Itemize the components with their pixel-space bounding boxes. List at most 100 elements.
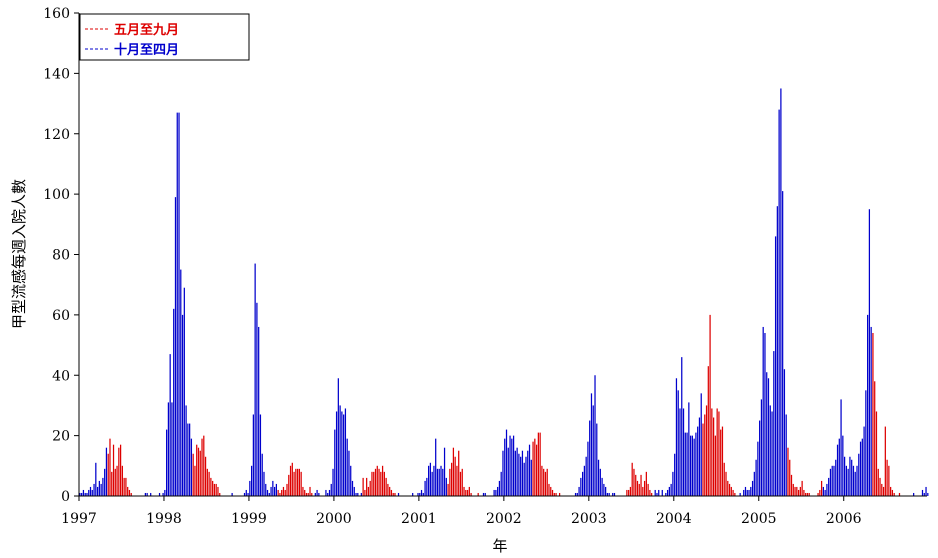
- bar-oct-to-apr: [748, 489, 750, 496]
- bar-may-to-sep: [787, 447, 789, 496]
- bar-may-to-sep: [541, 465, 543, 496]
- bar-oct-to-apr: [774, 236, 777, 496]
- bar-oct-to-apr: [443, 447, 446, 496]
- bar-may-to-sep: [125, 477, 127, 496]
- bar-oct-to-apr: [921, 489, 924, 496]
- bar-oct-to-apr: [574, 492, 577, 496]
- bar-may-to-sep: [734, 492, 736, 496]
- bar-oct-to-apr: [436, 468, 439, 496]
- bar-may-to-sep: [311, 492, 313, 496]
- bar-oct-to-apr: [318, 492, 320, 496]
- bar-may-to-sep: [730, 486, 732, 496]
- bar-oct-to-apr: [258, 326, 260, 496]
- bar-may-to-sep: [277, 489, 279, 496]
- legend-box: [79, 13, 250, 61]
- bar-oct-to-apr: [751, 480, 754, 496]
- bar-oct-to-apr: [265, 483, 267, 496]
- bar-oct-to-apr: [867, 314, 869, 497]
- bar-may-to-sep: [289, 465, 292, 496]
- bar-oct-to-apr: [316, 489, 318, 496]
- bar-may-to-sep: [213, 483, 216, 496]
- bar-oct-to-apr: [757, 441, 759, 496]
- bar-oct-to-apr: [511, 438, 513, 496]
- bar-may-to-sep: [881, 483, 883, 496]
- y-tick-label: 80: [52, 248, 70, 264]
- bar-oct-to-apr: [102, 477, 104, 496]
- bar-may-to-sep: [463, 486, 465, 496]
- bar-may-to-sep: [212, 480, 214, 496]
- bar-may-to-sep: [888, 465, 890, 496]
- bar-may-to-sep: [550, 486, 552, 496]
- bar-may-to-sep: [111, 471, 113, 496]
- bar-oct-to-apr: [429, 462, 432, 496]
- bar-may-to-sep: [304, 489, 306, 496]
- bar-oct-to-apr: [785, 414, 787, 496]
- bar-oct-to-apr: [484, 492, 486, 496]
- bar-oct-to-apr: [744, 486, 747, 496]
- bar-oct-to-apr: [259, 414, 262, 496]
- bar-oct-to-apr: [348, 450, 350, 496]
- bar-may-to-sep: [893, 492, 895, 496]
- legend: 五月至九月 十月至四月: [79, 13, 250, 61]
- bar-may-to-sep: [716, 408, 718, 496]
- bar-may-to-sep: [707, 366, 709, 496]
- bar-may-to-sep: [790, 474, 793, 496]
- bar-may-to-sep: [451, 462, 453, 496]
- bar-may-to-sep: [718, 411, 720, 496]
- bar-may-to-sep: [633, 468, 635, 496]
- bar-may-to-sep: [720, 429, 722, 496]
- bar-oct-to-apr: [852, 465, 855, 496]
- bar-oct-to-apr: [590, 393, 593, 496]
- bar-oct-to-apr: [578, 486, 580, 496]
- bar-may-to-sep: [295, 468, 297, 496]
- bar-may-to-sep: [879, 477, 881, 496]
- bar-may-to-sep: [208, 471, 210, 496]
- bar-oct-to-apr: [826, 483, 828, 496]
- bar-may-to-sep: [548, 483, 550, 496]
- bar-may-to-sep: [643, 480, 646, 496]
- bar-oct-to-apr: [845, 465, 848, 496]
- bar-oct-to-apr: [495, 489, 497, 496]
- x-tick-label: 2000: [316, 511, 352, 527]
- bar-may-to-sep: [366, 477, 368, 496]
- bar-oct-to-apr: [594, 375, 596, 496]
- bar-oct-to-apr: [759, 420, 761, 496]
- bar-oct-to-apr: [426, 477, 428, 496]
- bar-oct-to-apr: [353, 486, 355, 496]
- x-tick-label: 2004: [656, 511, 692, 527]
- bar-oct-to-apr: [180, 269, 182, 496]
- bar-oct-to-apr: [527, 450, 529, 496]
- bar-oct-to-apr: [927, 492, 929, 496]
- bar-oct-to-apr: [762, 326, 764, 496]
- bar-oct-to-apr: [665, 492, 667, 496]
- bar-may-to-sep: [367, 486, 370, 496]
- bar-may-to-sep: [543, 468, 545, 496]
- bar-oct-to-apr: [343, 414, 345, 496]
- y-ticks-group: 0 20 40 60 80 100 120 140 160: [43, 6, 79, 505]
- bar-oct-to-apr: [859, 441, 862, 496]
- bar-oct-to-apr: [360, 492, 362, 496]
- bar-oct-to-apr: [272, 480, 274, 496]
- x-tick-label: 2006: [826, 511, 862, 527]
- bar-oct-to-apr: [334, 429, 336, 496]
- bar-may-to-sep: [891, 489, 894, 496]
- bar-oct-to-apr: [330, 483, 332, 496]
- bar-may-to-sep: [898, 492, 901, 496]
- bar-oct-to-apr: [782, 191, 784, 497]
- bar-oct-to-apr: [344, 408, 347, 496]
- bar-oct-to-apr: [605, 486, 607, 496]
- bar-oct-to-apr: [753, 471, 755, 496]
- bar-oct-to-apr: [263, 471, 265, 496]
- bar-oct-to-apr: [778, 109, 780, 496]
- bar-may-to-sep: [389, 486, 391, 496]
- bar-oct-to-apr: [776, 206, 778, 496]
- bar-oct-to-apr: [314, 492, 316, 496]
- bar-may-to-sep: [874, 381, 876, 496]
- bar-oct-to-apr: [518, 453, 520, 496]
- bar-oct-to-apr: [346, 438, 348, 496]
- bar-oct-to-apr: [181, 314, 184, 497]
- bar-oct-to-apr: [419, 492, 421, 496]
- bar-oct-to-apr: [412, 492, 414, 496]
- bar-oct-to-apr: [261, 453, 263, 496]
- bar-oct-to-apr: [482, 492, 485, 496]
